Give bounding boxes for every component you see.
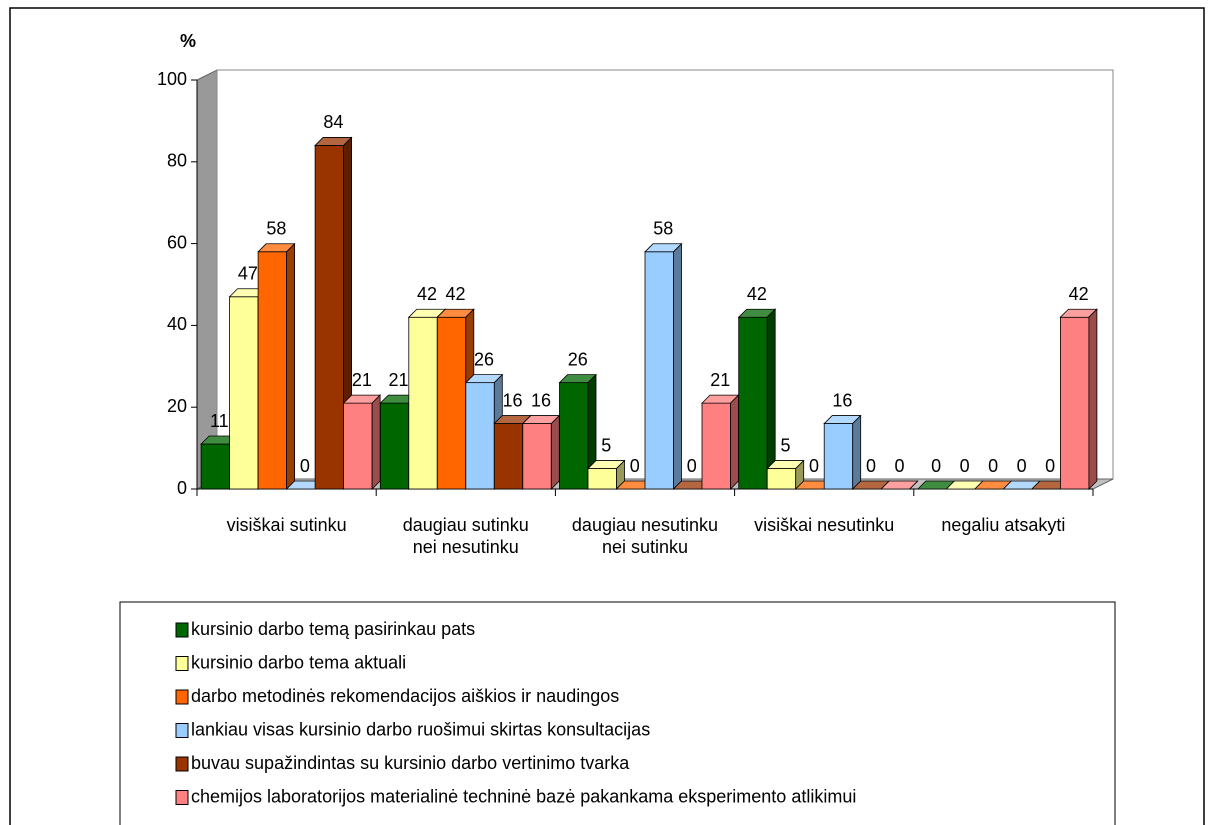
data-label: 16 xyxy=(832,390,852,410)
data-label: 21 xyxy=(352,370,372,390)
bar-front xyxy=(465,382,495,490)
legend-swatch xyxy=(175,656,189,671)
data-label: 16 xyxy=(531,390,551,410)
x-tick-label: visiškai nesutinku xyxy=(754,515,895,535)
data-label: 0 xyxy=(866,456,876,476)
legend-swatch xyxy=(175,790,189,805)
data-label: 47 xyxy=(238,264,258,284)
legend-label: darbo metodinės rekomendacijos aiškios i… xyxy=(191,686,619,706)
legend-label: kursinio darbo temą pasirinkau pats xyxy=(191,619,475,639)
data-label: 0 xyxy=(300,456,310,476)
data-label: 26 xyxy=(474,349,494,369)
data-label: 21 xyxy=(389,370,409,390)
legend-label: buvau supažindintas su kursinio darbo ve… xyxy=(191,753,630,773)
y-tick-label: 80 xyxy=(167,151,187,171)
x-tick-label: negaliu atsakyti xyxy=(941,515,1066,535)
data-label: 0 xyxy=(1017,456,1027,476)
y-tick-label: 20 xyxy=(167,396,187,416)
bar-front xyxy=(229,296,259,490)
data-label: 42 xyxy=(446,284,466,304)
bar-front xyxy=(823,423,854,490)
bar-front xyxy=(738,316,768,490)
data-label: 5 xyxy=(601,435,611,455)
legend-swatch xyxy=(175,622,189,638)
bar-front xyxy=(314,145,345,490)
data-label: 0 xyxy=(1045,456,1055,476)
data-label: 5 xyxy=(780,435,790,455)
legend-swatch xyxy=(175,756,189,772)
bar-side xyxy=(673,242,682,490)
data-label: 58 xyxy=(266,219,286,239)
legend-box xyxy=(119,601,1116,825)
data-label: 21 xyxy=(710,370,730,390)
data-label: 0 xyxy=(894,456,904,476)
data-label: 58 xyxy=(653,219,673,239)
bar-front xyxy=(493,423,524,490)
data-label: 84 xyxy=(323,112,343,132)
bar-front xyxy=(766,468,797,490)
bar-front xyxy=(701,402,731,490)
y-axis-label: % xyxy=(180,31,196,51)
data-label: 42 xyxy=(1069,284,1089,304)
data-label: 0 xyxy=(687,456,697,476)
bar-front xyxy=(200,443,231,490)
bar-front xyxy=(436,316,467,490)
bar-front xyxy=(379,402,410,490)
x-tick-label: daugiau sutinku nei nesutinku xyxy=(402,515,529,557)
x-tick-label: daugiau nesutinku nei sutinku xyxy=(571,515,719,557)
data-label: 0 xyxy=(630,456,640,476)
bar-front xyxy=(522,423,552,490)
data-label: 16 xyxy=(503,390,523,410)
data-label: 0 xyxy=(931,456,941,476)
bar-front xyxy=(559,382,589,490)
data-label: 0 xyxy=(960,456,970,476)
legend-label: lankiau visas kursinio darbo ruošimui sk… xyxy=(191,719,650,739)
bar-side xyxy=(730,394,739,490)
data-label: 42 xyxy=(417,284,437,304)
bar-side xyxy=(909,480,918,490)
bar-front xyxy=(257,251,288,490)
y-tick-label: 100 xyxy=(157,69,187,89)
x-tick-label: visiškai sutinku xyxy=(226,515,347,535)
data-label: 42 xyxy=(747,284,767,304)
data-label: 26 xyxy=(568,349,588,369)
y-tick-label: 0 xyxy=(177,478,187,498)
bar-side xyxy=(550,414,560,490)
y-tick-label: 40 xyxy=(167,314,187,334)
y-tick-label: 60 xyxy=(167,232,187,252)
legend-label: chemijos laboratorijos materialinė techn… xyxy=(191,786,856,806)
bar-front xyxy=(587,468,617,490)
bar-side xyxy=(852,414,862,490)
bar-side xyxy=(286,242,296,490)
bar-front xyxy=(644,251,674,490)
bar-front xyxy=(408,316,438,490)
legend-swatch xyxy=(175,689,189,705)
bar-side xyxy=(371,394,381,490)
bar-side xyxy=(1088,308,1098,490)
data-label: 11 xyxy=(210,411,229,431)
bar-front xyxy=(343,402,373,490)
data-label: 0 xyxy=(988,456,998,476)
data-label: 0 xyxy=(809,456,819,476)
legend-swatch xyxy=(175,723,189,738)
bar-front xyxy=(1060,316,1090,490)
legend-label: kursinio darbo tema aktuali xyxy=(191,652,406,672)
